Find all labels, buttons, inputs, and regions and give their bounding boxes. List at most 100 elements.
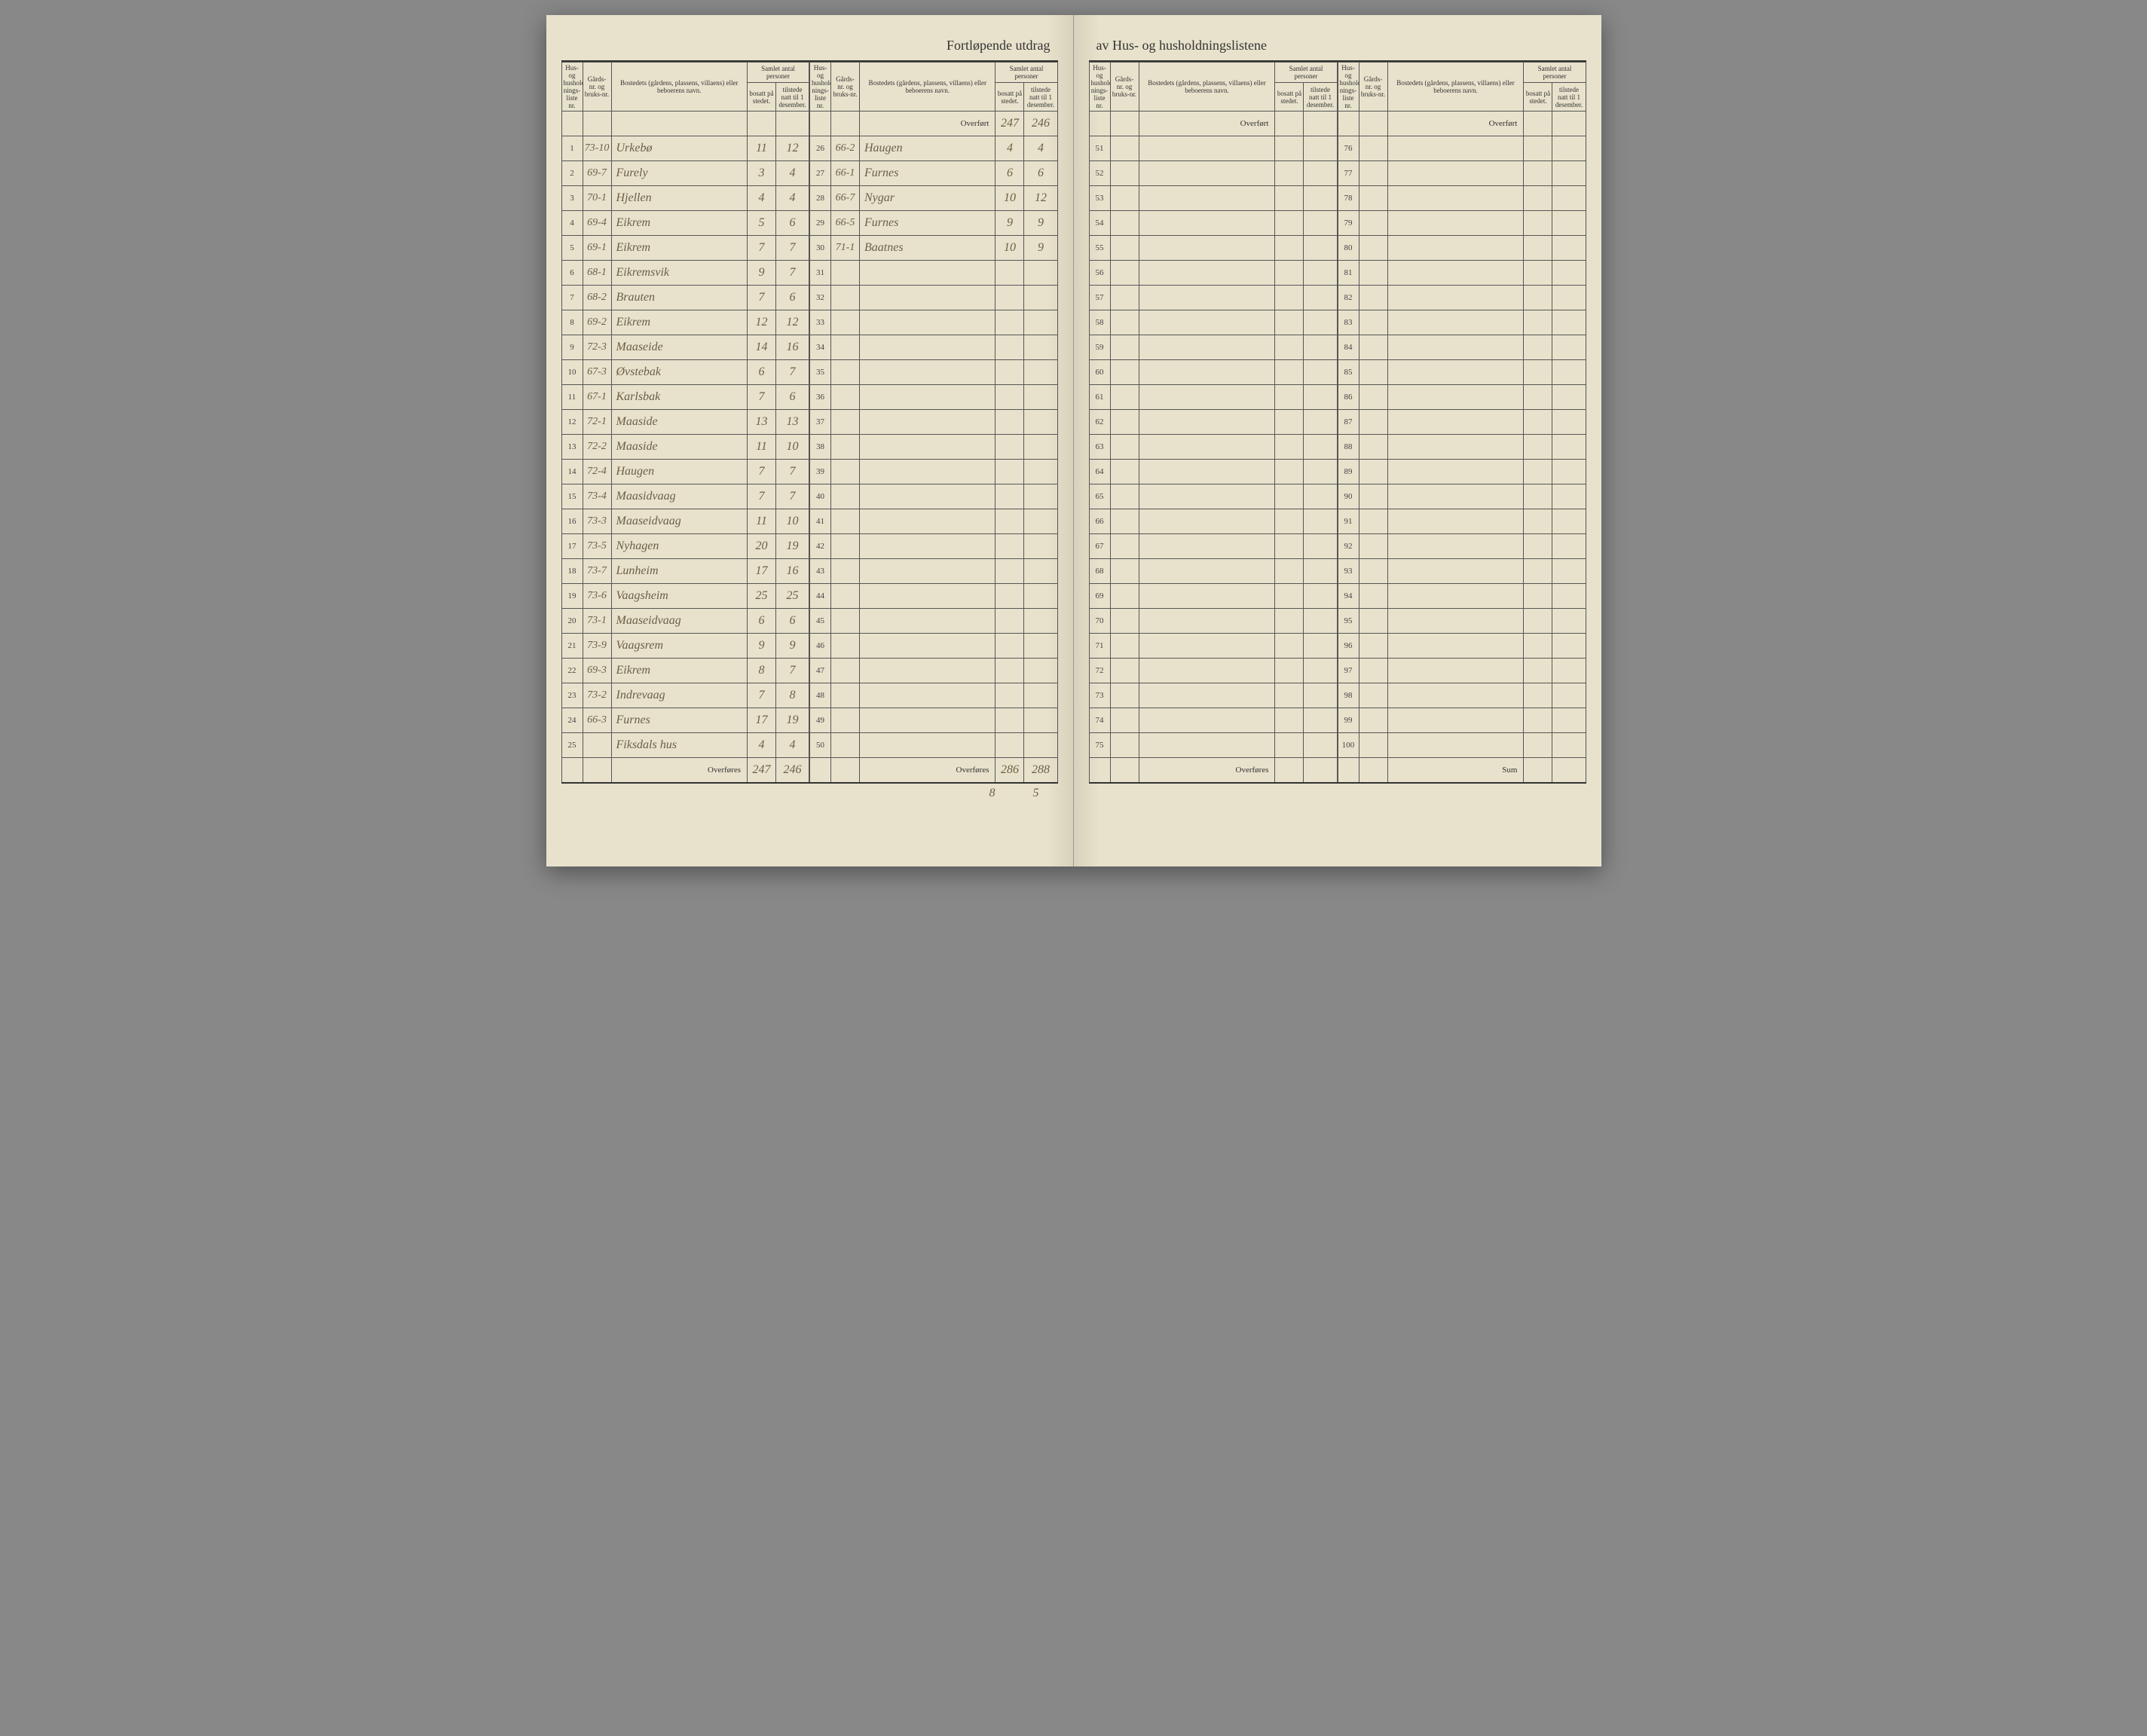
table-row: 41	[810, 509, 1058, 534]
tilstede-count: 16	[775, 335, 809, 360]
table-row: 90	[1338, 484, 1586, 509]
gard-bruks	[1110, 360, 1139, 385]
bosted-name	[1139, 484, 1275, 509]
gard-bruks	[1110, 584, 1139, 609]
row-number: 50	[810, 733, 831, 758]
hdr-bosted: Bostedets (gårdens, plassens, villaens) …	[860, 63, 996, 112]
bosted-name	[1139, 236, 1275, 261]
bosatt-count	[996, 708, 1024, 733]
table-row: 2666-2Haugen44	[810, 136, 1058, 161]
sum-bosatt: 286	[996, 758, 1024, 783]
tilstede-count: 6	[775, 211, 809, 236]
bosatt-count: 11	[747, 509, 775, 534]
row-number: 2	[561, 161, 583, 186]
footer-row: Sum	[1338, 758, 1586, 783]
bosted-name	[1387, 484, 1524, 509]
gard-bruks	[831, 609, 860, 634]
gard-bruks	[583, 733, 611, 758]
tilstede-count	[1024, 534, 1057, 559]
bosatt-count: 11	[747, 136, 775, 161]
gard-bruks	[1359, 286, 1387, 310]
gard-bruks: 72-1	[583, 410, 611, 435]
bosatt-count	[996, 435, 1024, 460]
tilstede-count	[1552, 286, 1586, 310]
hdr-liste: Hus- og hushold-nings-liste nr.	[561, 63, 583, 112]
bosted-name	[860, 310, 996, 335]
tilstede-count	[1552, 733, 1586, 758]
row-number: 72	[1089, 659, 1110, 683]
tilstede-count: 4	[1024, 136, 1057, 161]
bosted-name	[1139, 360, 1275, 385]
table-row: 59	[1089, 335, 1337, 360]
table-row: 56	[1089, 261, 1337, 286]
tilstede-count	[1024, 559, 1057, 584]
hdr-tilstede: tilstede natt til 1 desember.	[775, 83, 809, 112]
bosted-name: Eikrem	[611, 236, 747, 261]
bosatt-count	[1275, 385, 1304, 410]
bosatt-count: 5	[747, 211, 775, 236]
table-row: 76	[1338, 136, 1586, 161]
table-row: 51	[1089, 136, 1337, 161]
bosted-name	[1387, 136, 1524, 161]
tilstede-count	[1024, 659, 1057, 683]
row-number: 19	[561, 584, 583, 609]
tilstede-count	[1552, 559, 1586, 584]
gard-bruks: 69-4	[583, 211, 611, 236]
table-row: 43	[810, 559, 1058, 584]
row-number: 67	[1089, 534, 1110, 559]
table-row: 97	[1338, 659, 1586, 683]
table-row: 2269-3Eikrem87	[561, 659, 809, 683]
tilstede-count	[1552, 360, 1586, 385]
row-number: 78	[1338, 186, 1359, 211]
bosted-name: Furely	[611, 161, 747, 186]
tilstede-count: 9	[775, 634, 809, 659]
overfort-row: Overført	[1338, 112, 1586, 136]
hdr-tilstede: tilstede natt til 1 desember.	[1024, 83, 1057, 112]
row-number: 44	[810, 584, 831, 609]
bosted-name	[1387, 460, 1524, 484]
tilstede-count	[1304, 683, 1337, 708]
bosted-name	[1387, 584, 1524, 609]
row-number: 69	[1089, 584, 1110, 609]
overfort-row: Overført247246	[810, 112, 1058, 136]
gard-bruks	[1110, 286, 1139, 310]
table-row: 66	[1089, 509, 1337, 534]
bosted-name: Urkebø	[611, 136, 747, 161]
row-number: 74	[1089, 708, 1110, 733]
row-number: 29	[810, 211, 831, 236]
row-number: 45	[810, 609, 831, 634]
gard-bruks	[1359, 410, 1387, 435]
hdr-bosatt: bosatt på stedet.	[1524, 83, 1552, 112]
bosted-name	[860, 410, 996, 435]
gard-bruks	[1110, 236, 1139, 261]
bosted-name	[860, 385, 996, 410]
tilstede-count: 16	[775, 559, 809, 584]
bosatt-count	[996, 683, 1024, 708]
gard-bruks: 73-9	[583, 634, 611, 659]
bosatt-count: 4	[996, 136, 1024, 161]
gard-bruks: 73-7	[583, 559, 611, 584]
bosatt-count: 6	[996, 161, 1024, 186]
gard-bruks: 66-7	[831, 186, 860, 211]
row-number: 92	[1338, 534, 1359, 559]
row-number: 53	[1089, 186, 1110, 211]
tilstede-count: 12	[775, 136, 809, 161]
gard-bruks: 73-2	[583, 683, 611, 708]
hdr-samlet: Samlet antal personer	[996, 63, 1057, 83]
tilstede-count: 8	[775, 683, 809, 708]
row-number: 70	[1089, 609, 1110, 634]
bosted-name	[1139, 609, 1275, 634]
tilstede-count	[1304, 708, 1337, 733]
bosted-name	[860, 708, 996, 733]
bosatt-count	[1275, 634, 1304, 659]
bosatt-count	[1524, 186, 1552, 211]
hdr-tilstede: tilstede natt til 1 desember.	[1304, 83, 1337, 112]
bosatt-count	[1524, 609, 1552, 634]
tilstede-count	[1304, 261, 1337, 286]
row-number: 30	[810, 236, 831, 261]
bosatt-count	[996, 310, 1024, 335]
footer-row: Overføres	[1089, 758, 1337, 783]
bosted-name	[1139, 460, 1275, 484]
row-number: 12	[561, 410, 583, 435]
row-number: 11	[561, 385, 583, 410]
